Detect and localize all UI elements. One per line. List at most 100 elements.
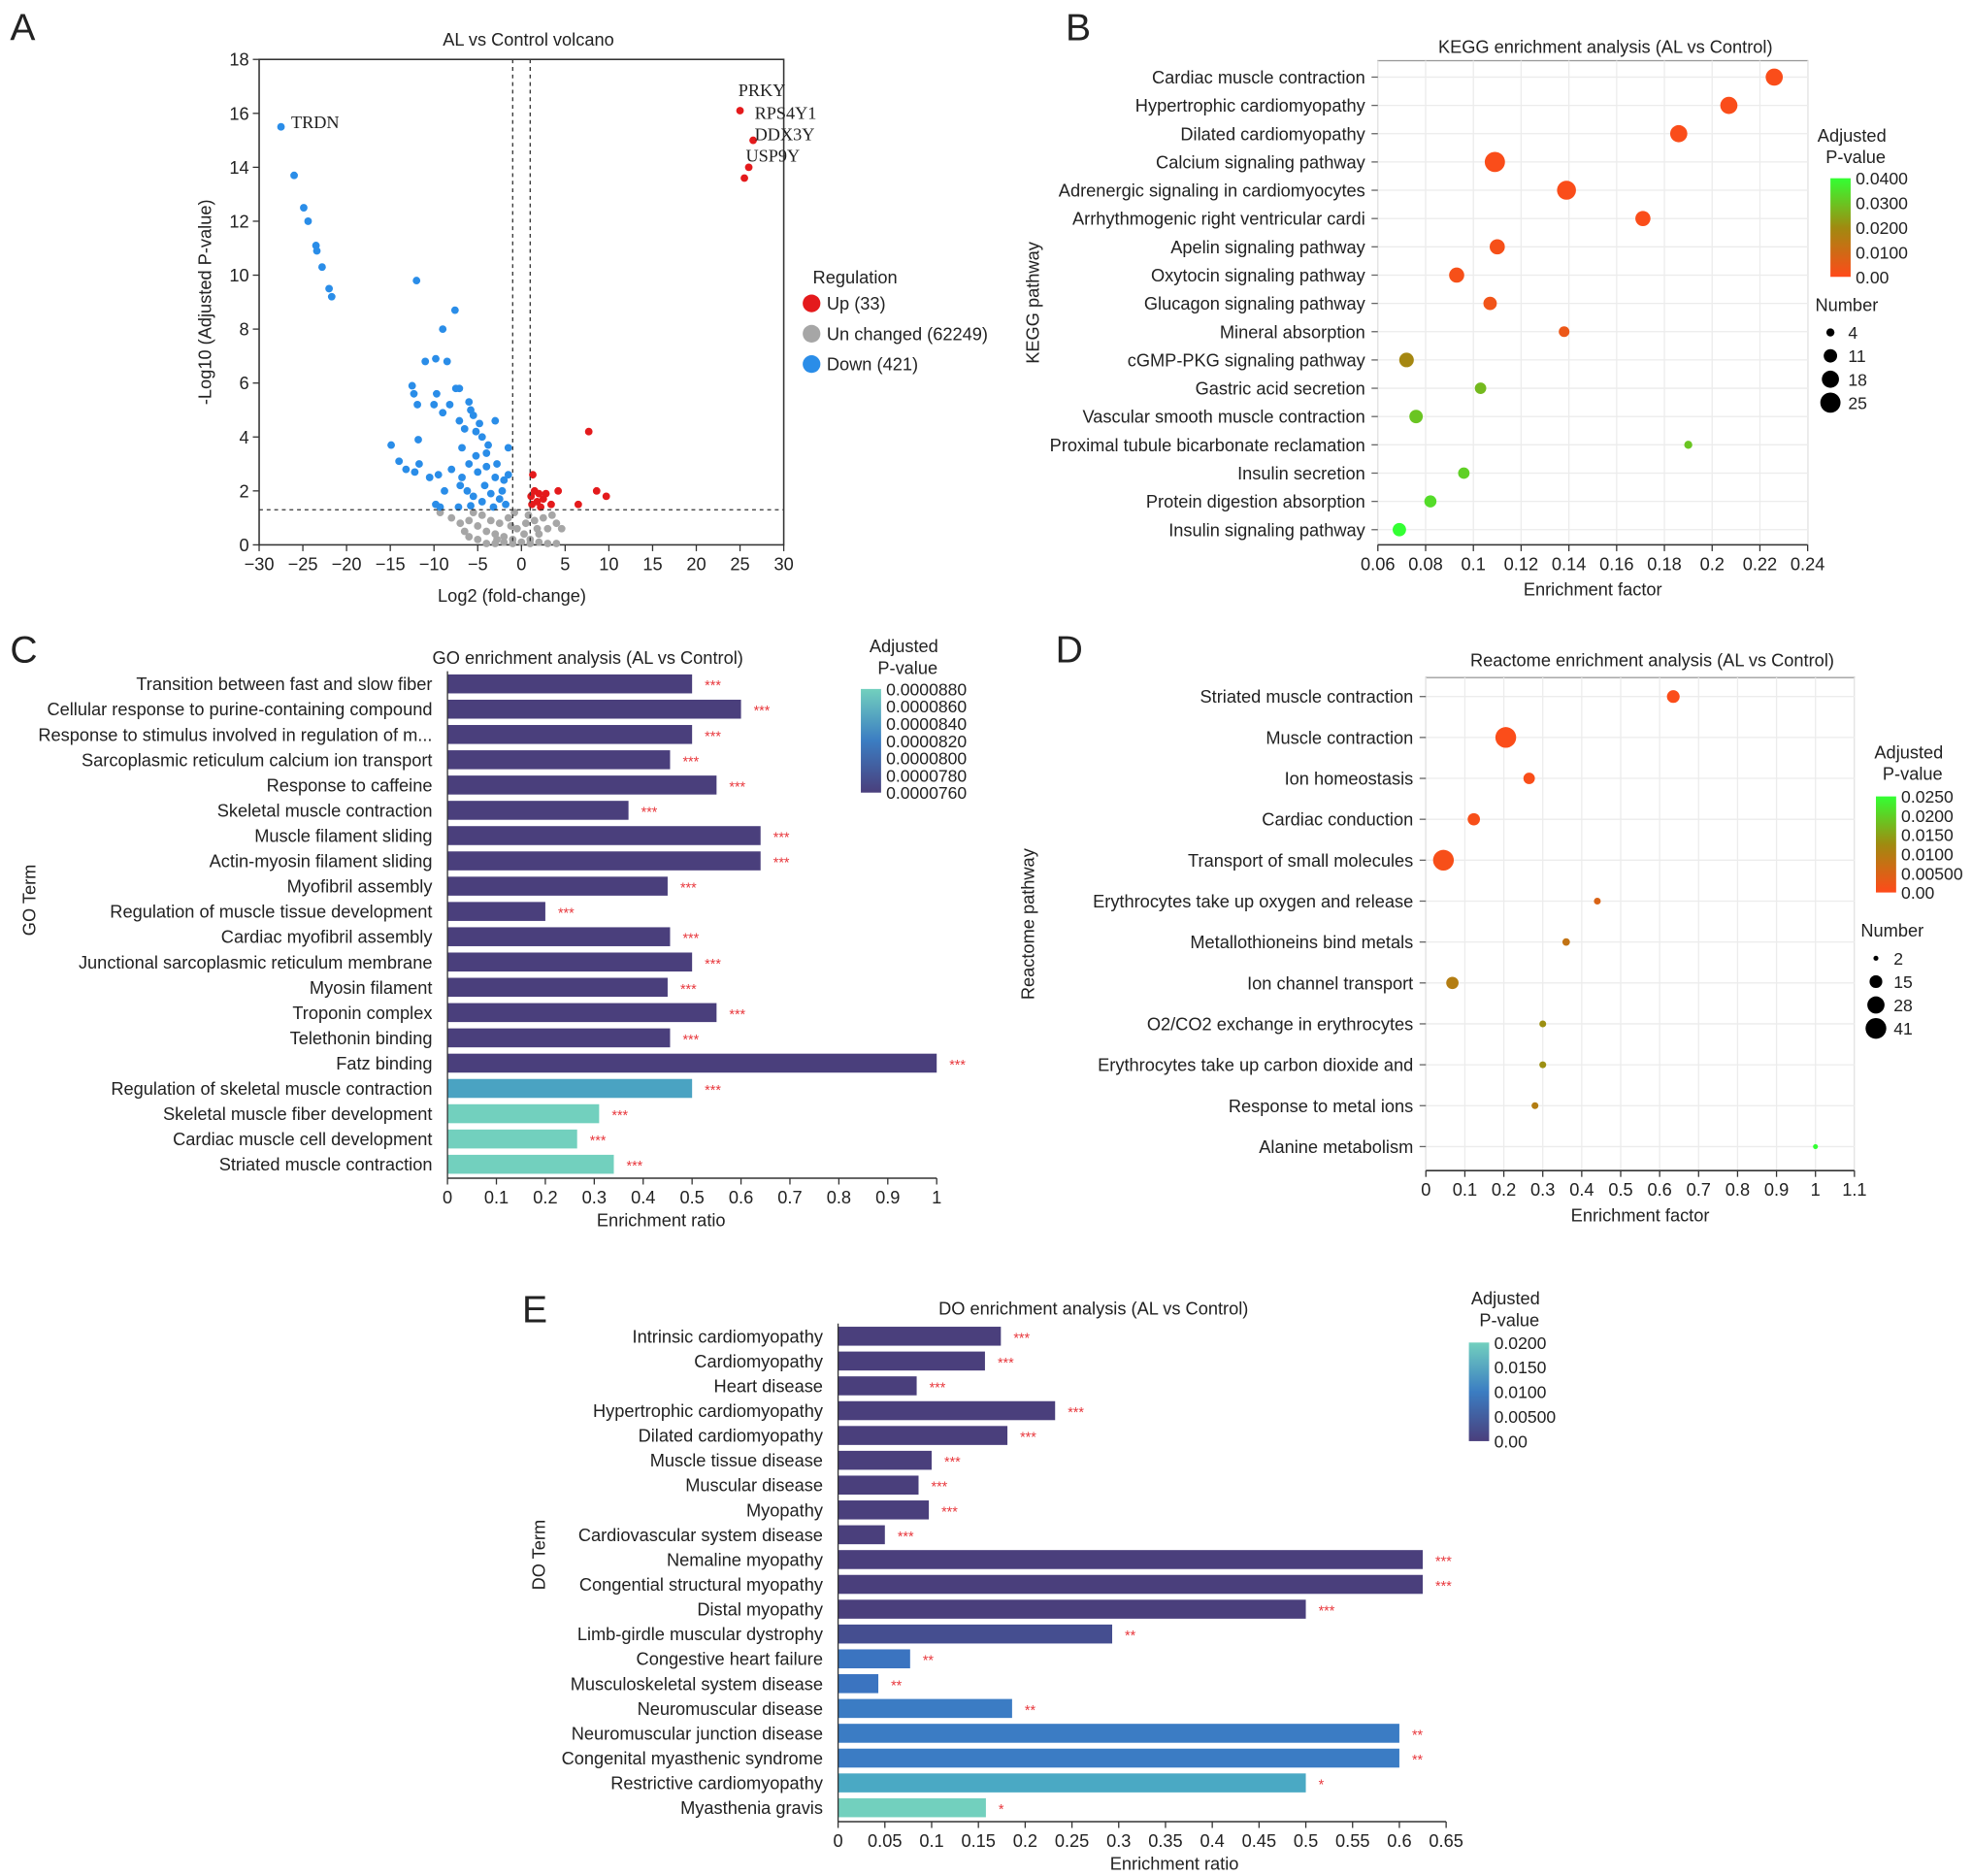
pathway-label: Cardiac muscle contraction: [1152, 67, 1365, 87]
x-axis-label: Enrichment factor: [1524, 579, 1662, 600]
point-down: [433, 389, 441, 398]
color-legend-title: P-value: [1883, 764, 1943, 784]
term-label: Congestive heart failure: [637, 1649, 823, 1669]
significance-stars: *: [999, 1802, 1004, 1818]
point-down: [408, 381, 416, 390]
point-up: [736, 107, 744, 115]
size-legend-dot: [1820, 392, 1841, 413]
color-bar-tick-label: 0.00: [1901, 883, 1934, 903]
term-label: Muscle tissue disease: [650, 1450, 823, 1470]
point-down: [486, 489, 495, 498]
point-un-changed: [512, 524, 521, 533]
term-label: Myosin filament: [310, 977, 433, 998]
size-legend-label: 41: [1893, 1019, 1913, 1038]
pathway-dot: [1720, 96, 1738, 115]
point-down: [502, 500, 509, 509]
x-tick-label: 0.22: [1743, 553, 1777, 574]
significance-stars: ***: [611, 1108, 628, 1124]
point-down: [436, 503, 444, 511]
legend-swatch: [803, 355, 821, 374]
significance-stars: ***: [729, 779, 745, 795]
color-legend-title: P-value: [877, 657, 937, 677]
term-label: Regulation of muscle tissue development: [110, 902, 432, 922]
pathway-dot: [1669, 124, 1688, 143]
panel-label-a: A: [10, 8, 35, 49]
color-bar-tick-label: 0.0250: [1901, 787, 1954, 806]
x-tick-label: 0.5: [1608, 1179, 1632, 1200]
panel-label-d-text: D: [1056, 630, 1083, 672]
x-tick-label: 30: [773, 553, 793, 574]
x-tick-label: 0.06: [1361, 553, 1395, 574]
term-bar: [838, 1400, 1056, 1421]
gene-label: TRDN: [291, 113, 340, 132]
pathway-label: Dilated cardiomyopathy: [1180, 123, 1365, 144]
point-up: [533, 498, 542, 506]
pathway-label: Muscle contraction: [1265, 727, 1413, 747]
color-bar-tick-label: 0.0000760: [886, 783, 967, 803]
pathway-dot: [1666, 690, 1680, 704]
color-bar-tick-label: 0.00500: [1901, 864, 1963, 883]
point-down: [304, 217, 312, 225]
term-bar: [447, 801, 629, 820]
term-bar: [447, 1129, 577, 1149]
x-tick-label: 0.65: [1429, 1830, 1463, 1851]
point-un-changed: [486, 516, 495, 525]
point-down: [421, 357, 430, 366]
color-bar: [861, 688, 881, 793]
panel-label-e-text: E: [522, 1289, 547, 1331]
x-tick-label: 0: [1421, 1179, 1430, 1200]
x-tick-label: 0.7: [1687, 1179, 1711, 1200]
term-bar: [838, 1500, 930, 1520]
significance-stars: ***: [680, 881, 697, 897]
term-label: Nemaline myopathy: [667, 1549, 824, 1569]
reactome-dot-plot: Reactome enrichment analysis (AL vs Cont…: [1017, 649, 1962, 1225]
x-tick-label: 0.1: [484, 1187, 509, 1207]
x-tick-label: −5: [468, 553, 488, 574]
term-label: Heart disease: [714, 1375, 823, 1396]
point-down: [456, 481, 465, 490]
y-axis-label: KEGG pathway: [1023, 241, 1043, 363]
pathway-label: Striated muscle contraction: [1200, 686, 1414, 707]
pathway-label: Vascular smooth muscle contraction: [1082, 407, 1364, 427]
term-label: Response to stimulus involved in regulat…: [38, 724, 432, 744]
color-bar-tick-label: 0.00500: [1495, 1407, 1557, 1427]
point-un-changed: [539, 513, 547, 522]
x-tick-label: 1: [1811, 1179, 1821, 1200]
panel-label-b: B: [1066, 8, 1091, 49]
point-down: [469, 411, 477, 419]
term-label: Congential structural myopathy: [579, 1574, 824, 1595]
x-tick-label: 0.8: [827, 1187, 851, 1207]
term-label: Actin-myosin filament sliding: [210, 851, 433, 872]
significance-stars: ***: [944, 1455, 961, 1470]
term-label: Response to caffeine: [267, 774, 433, 795]
term-bar: [838, 1450, 932, 1470]
significance-stars: ***: [641, 805, 658, 820]
size-legend-label: 4: [1848, 323, 1857, 343]
point-down: [482, 462, 491, 471]
significance-stars: ***: [1319, 1604, 1335, 1620]
significance-stars: ***: [932, 1480, 948, 1496]
term-bar: [838, 1327, 1002, 1346]
term-bar: [838, 1724, 1399, 1743]
term-bar: [447, 1053, 937, 1073]
x-axis-label: Enrichment ratio: [1110, 1853, 1239, 1873]
y-tick-label: 8: [239, 319, 248, 340]
pathway-dot: [1635, 211, 1651, 226]
size-legend-title: Number: [1815, 294, 1878, 314]
term-bar: [447, 851, 761, 871]
significance-stars: ***: [998, 1356, 1014, 1371]
pathway-dot: [1539, 1020, 1547, 1028]
color-bar: [1830, 178, 1851, 278]
significance-stars: **: [891, 1678, 903, 1694]
point-un-changed: [482, 540, 491, 547]
x-tick-label: 0.6: [729, 1187, 753, 1207]
y-tick-label: 18: [229, 49, 248, 70]
point-down: [430, 400, 439, 409]
size-legend-label: 2: [1893, 949, 1903, 969]
color-legend-title: P-value: [1479, 1309, 1539, 1330]
x-tick-label: −15: [376, 553, 406, 574]
significance-stars: ***: [558, 906, 575, 922]
size-legend-label: 18: [1848, 370, 1867, 389]
size-legend-label: 25: [1848, 393, 1867, 412]
